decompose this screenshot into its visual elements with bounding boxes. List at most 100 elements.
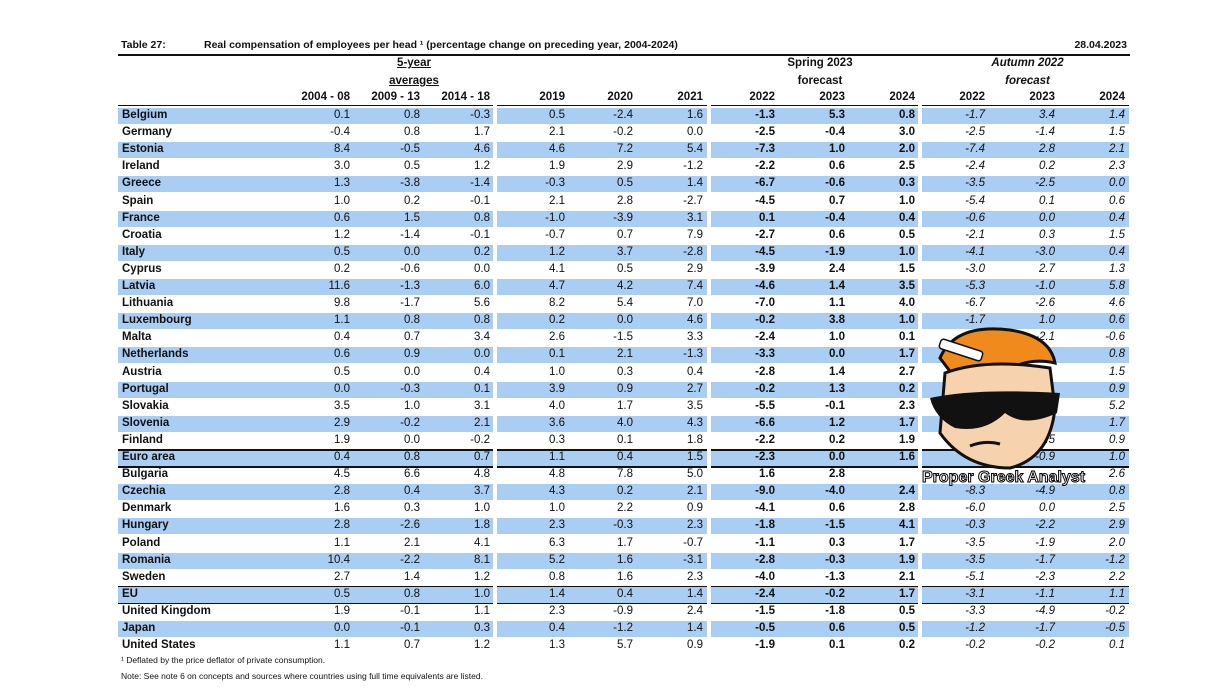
column-header: 2014 - 18 xyxy=(441,91,490,103)
row-shade xyxy=(711,450,918,466)
cell: -5.1 xyxy=(965,570,985,583)
cell: 2.5 xyxy=(899,160,915,173)
cell: -2.2 xyxy=(755,433,775,446)
row-shade xyxy=(711,484,918,501)
cell: 0.9 xyxy=(1109,382,1125,395)
cell: 0.0 xyxy=(334,382,350,395)
cell: 2.0 xyxy=(1109,536,1125,549)
rule xyxy=(497,585,707,588)
row-name: Spain xyxy=(122,194,154,207)
column-header: 2023 xyxy=(1029,91,1055,103)
row-shade xyxy=(118,108,493,124)
row-name: Denmark xyxy=(122,502,172,515)
cell: 0.9 xyxy=(1109,433,1125,446)
cell: 0.0 xyxy=(334,622,350,634)
cell: 1.6 xyxy=(899,451,915,463)
cell: -2.3 xyxy=(755,451,775,463)
cell: 2.1 xyxy=(549,126,565,139)
cell: 2.3 xyxy=(549,604,565,617)
cell: 7.9 xyxy=(687,228,703,241)
cell: 1.7 xyxy=(899,348,915,361)
cell: 2.8 xyxy=(334,485,350,498)
cell: 3.5 xyxy=(687,399,703,412)
cell: 2.8 xyxy=(829,468,845,481)
cell: 4.1 xyxy=(549,262,565,275)
cell: 0.8 xyxy=(404,451,420,463)
cell: 1.6 xyxy=(334,502,350,515)
cell: -4.5 xyxy=(755,245,775,258)
cell: -0.9 xyxy=(613,604,633,617)
cell: 0.5 xyxy=(617,262,633,275)
cell: -7.3 xyxy=(755,143,775,156)
column-header: 2022 xyxy=(749,91,775,103)
cell: -1.0 xyxy=(1035,280,1055,292)
cell: 1.9 xyxy=(549,160,565,173)
rule xyxy=(118,466,493,468)
cell: 0.3 xyxy=(1039,228,1055,241)
cell: 0.8 xyxy=(474,211,490,224)
cell: -5.5 xyxy=(755,399,775,412)
cell: 0.9 xyxy=(687,639,703,652)
cell: 1.7 xyxy=(899,536,915,549)
cell: -4.9 xyxy=(1035,604,1055,617)
cell: 4.6 xyxy=(687,314,703,327)
cell: -0.3 xyxy=(400,382,420,395)
cell: 0.6 xyxy=(1109,194,1125,207)
cell: -9.0 xyxy=(755,485,775,498)
cell: 0.0 xyxy=(1109,177,1125,190)
cell: 1.8 xyxy=(687,433,703,446)
cell: 1.0 xyxy=(549,365,565,378)
cell: 4.3 xyxy=(549,485,565,498)
cell: -0.3 xyxy=(965,519,985,532)
cell: -2.7 xyxy=(755,228,775,241)
cell: 0.8 xyxy=(1109,485,1125,498)
cell: -0.1 xyxy=(400,604,420,617)
row-shade xyxy=(922,621,1129,637)
cell: 0.3 xyxy=(617,365,633,378)
table-date: 28.04.2023 xyxy=(1074,39,1127,51)
cell: -0.2 xyxy=(965,639,985,652)
cell: -0.1 xyxy=(400,622,420,634)
cell: 7.8 xyxy=(617,468,633,481)
cell: -2.3 xyxy=(1035,570,1055,583)
cell: 0.2 xyxy=(829,433,845,446)
cell: -0.5 xyxy=(400,143,420,156)
cell: 4.8 xyxy=(549,468,565,481)
footnote: ¹ Deflated by the price deflator of priv… xyxy=(121,655,326,665)
cell: -1.7 xyxy=(965,314,985,327)
row-name: Germany xyxy=(122,126,172,139)
row-shade xyxy=(118,176,493,193)
cell: 1.1 xyxy=(334,639,350,652)
row-shade xyxy=(497,381,707,398)
rule xyxy=(922,466,1129,468)
row-shade xyxy=(922,552,1129,569)
row-shade xyxy=(711,108,918,124)
cell: 0.2 xyxy=(474,245,490,258)
cell: -2.6 xyxy=(400,519,420,532)
cell: 0.1 xyxy=(829,639,845,652)
cell: 2.8 xyxy=(1039,143,1055,156)
column-header: 2024 xyxy=(1099,91,1125,103)
row-name: Slovenia xyxy=(122,416,170,429)
cell: 0.5 xyxy=(404,160,420,173)
cell: 1.9 xyxy=(899,433,915,446)
cell: 2.1 xyxy=(404,536,420,549)
cell: 1.9 xyxy=(334,604,350,617)
cell: 0.1 xyxy=(759,211,775,224)
cell: -5.3 xyxy=(965,280,985,292)
cell: 1.0 xyxy=(829,331,845,344)
row-name: Croatia xyxy=(122,228,162,241)
footnote: Note: See note 6 on concepts and sources… xyxy=(121,671,483,681)
row-shade xyxy=(497,552,707,569)
row-shade xyxy=(922,484,1129,501)
cell: 0.0 xyxy=(829,451,845,463)
row-shade xyxy=(118,210,493,227)
row-name: United Kingdom xyxy=(122,604,211,617)
cell: 2.7 xyxy=(687,382,703,395)
row-shade xyxy=(497,484,707,501)
rule xyxy=(118,602,493,605)
cell: 5.6 xyxy=(474,297,490,310)
cell: -3.9 xyxy=(755,262,775,275)
cell: -3.5 xyxy=(965,536,985,549)
